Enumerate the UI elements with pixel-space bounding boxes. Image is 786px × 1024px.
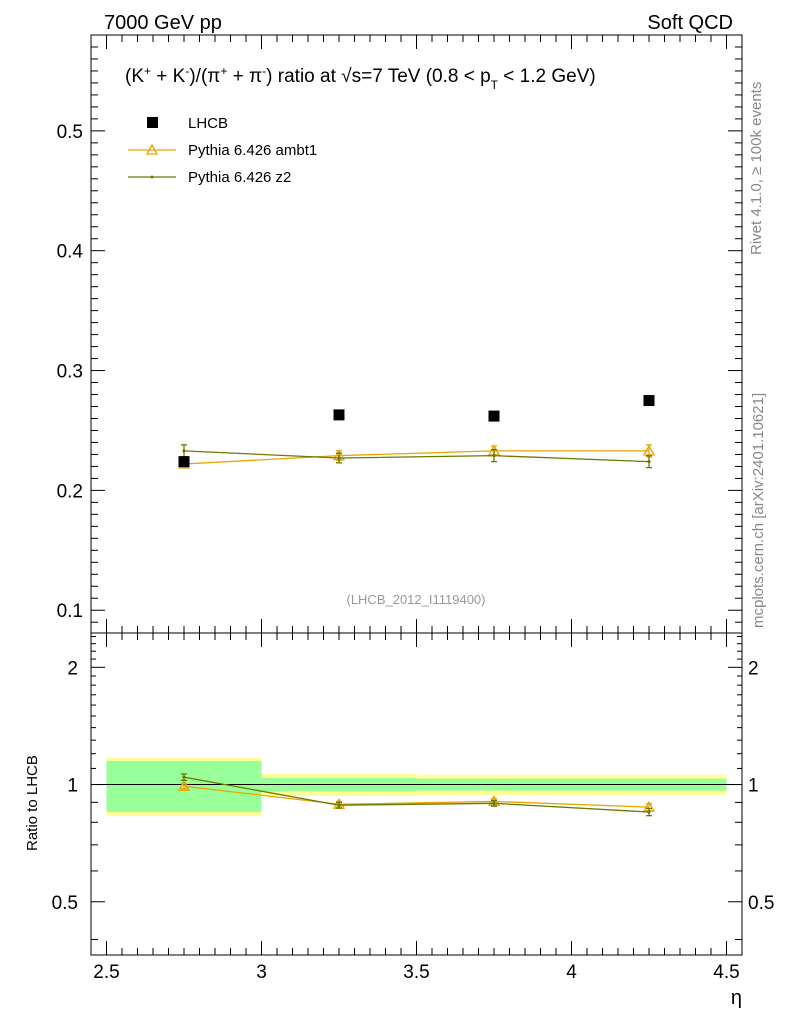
legend-marker-z2 bbox=[150, 175, 154, 179]
ratio-frame bbox=[90, 632, 743, 956]
x-tick-label: 3 bbox=[256, 962, 267, 983]
ratio-tick-label-right: 2 bbox=[748, 658, 759, 679]
x-tick-label: 3.5 bbox=[403, 962, 429, 983]
data-point-lhcb bbox=[488, 410, 500, 422]
legend: LHCB Pythia 6.426 ambt1 Pythia 6.426 z2 bbox=[128, 115, 317, 186]
y-tick-label: 0.5 bbox=[57, 122, 83, 143]
main-panel bbox=[177, 395, 656, 469]
series-line-2 bbox=[183, 450, 650, 463]
x-tick-label: 2.5 bbox=[93, 962, 119, 983]
ratio-panel bbox=[91, 757, 742, 817]
ratio-tick-label-left: 2 bbox=[67, 658, 78, 679]
x-tick-label: 4.5 bbox=[713, 962, 739, 983]
x-tick-label: 4 bbox=[566, 962, 577, 983]
legend-label-ambt1: Pythia 6.426 ambt1 bbox=[188, 142, 317, 159]
title-part: + K bbox=[151, 66, 186, 87]
data-point-ambt1 bbox=[642, 444, 656, 456]
data-point-z2 bbox=[492, 454, 496, 458]
title-part: (K bbox=[125, 66, 144, 87]
series-line-1 bbox=[183, 450, 649, 465]
data-point-lhcb bbox=[643, 395, 655, 407]
data-point-z2 bbox=[337, 456, 341, 460]
ratio-point-z2 bbox=[182, 775, 186, 779]
y-tick-label: 0.2 bbox=[57, 481, 83, 502]
title-sub: T bbox=[491, 78, 499, 92]
ratio-tick-label-left: 1 bbox=[67, 776, 78, 797]
legend-label-lhcb: LHCB bbox=[188, 115, 228, 132]
y-tick-label: 0.3 bbox=[57, 362, 83, 383]
data-point-z2 bbox=[182, 449, 186, 453]
title-sup: - bbox=[185, 64, 189, 78]
title-sup: + bbox=[220, 64, 227, 78]
title-sup: - bbox=[262, 64, 266, 78]
rivet-label: Rivet 4.1.0, ≥ 100k events bbox=[748, 82, 765, 255]
data-point-z2 bbox=[647, 460, 651, 464]
title-part: )/(π bbox=[189, 66, 220, 87]
mcplots-label: mcplots.cern.ch [arXiv:2401.10621] bbox=[750, 393, 767, 628]
title-sup: + bbox=[144, 64, 151, 78]
title-part: + π bbox=[227, 66, 262, 87]
data-point-lhcb bbox=[178, 456, 190, 468]
header-right: Soft QCD bbox=[647, 12, 733, 34]
header-left: 7000 GeV pp bbox=[104, 12, 222, 34]
ratio-point-z2 bbox=[647, 810, 651, 814]
ratio-point-z2 bbox=[492, 801, 496, 805]
title-part: < 1.2 GeV) bbox=[498, 66, 596, 87]
title-part: ) ratio at bbox=[266, 66, 341, 87]
ratio-tick-label-right: 1 bbox=[748, 776, 759, 797]
ratio-point-ambt1 bbox=[177, 779, 191, 791]
analysis-id: (LHCB_2012_I1119400) bbox=[346, 592, 485, 607]
axes: 2.5 3 3.5 4 4.5 0.1 0.2 0.3 0.4 0.5 0.5 0.5 1 1 2 2 bbox=[52, 34, 774, 983]
legend-label-z2: Pythia 6.426 z2 bbox=[188, 169, 291, 186]
data-point-lhcb bbox=[333, 409, 345, 421]
ratio-tick-label-right: 0.5 bbox=[748, 893, 774, 914]
chart-title: (K+ + K-)/(π+ + π-) ratio at √s=7 TeV (0… bbox=[125, 64, 596, 92]
y-tick-label: 0.4 bbox=[57, 242, 84, 263]
title-sqrt: √ bbox=[341, 66, 352, 87]
ratio-line-2 bbox=[183, 776, 650, 813]
ratio-ylabel: Ratio to LHCB bbox=[24, 755, 41, 851]
ratio-tick-label-left: 0.5 bbox=[52, 893, 78, 914]
ratio-point-z2 bbox=[337, 803, 341, 807]
y-tick-label: 0.1 bbox=[57, 601, 83, 622]
title-part: s=7 TeV (0.8 < p bbox=[352, 66, 491, 87]
legend-marker-ambt1 bbox=[145, 143, 159, 155]
ratio-line-1 bbox=[183, 785, 650, 808]
legend-marker-lhcb bbox=[147, 117, 158, 128]
x-axis-label: η bbox=[731, 987, 742, 1009]
